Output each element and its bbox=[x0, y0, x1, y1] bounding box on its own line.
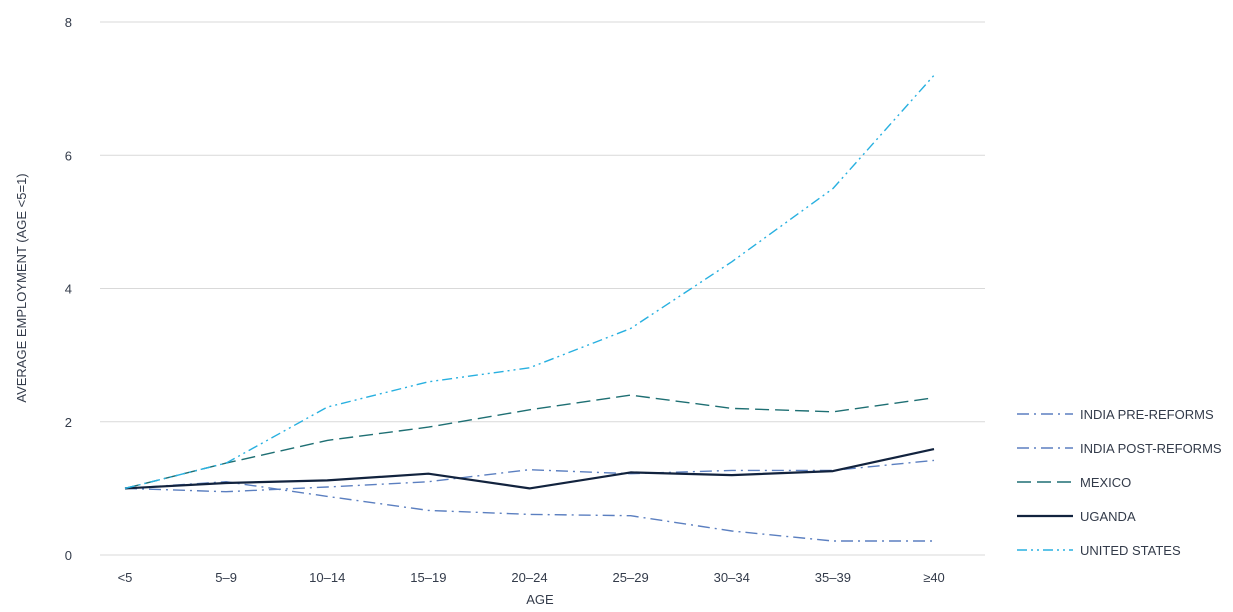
y-axis-ticks: 0 2 4 6 8 bbox=[65, 15, 72, 563]
gridlines bbox=[100, 22, 985, 555]
legend-label: INDIA POST-REFORMS bbox=[1080, 441, 1222, 456]
x-axis-ticks: <5 5–9 10–14 15–19 20–24 25–29 30–34 35–39 ≥40 bbox=[118, 570, 945, 585]
x-tick-label: 5–9 bbox=[215, 570, 237, 585]
legend: INDIA PRE-REFORMS INDIA POST-REFORMS MEXIC… bbox=[1017, 407, 1222, 558]
legend-label: UGANDA bbox=[1080, 509, 1136, 524]
x-tick-label: ≥40 bbox=[923, 570, 945, 585]
series-line-mexico bbox=[125, 395, 934, 488]
series-lines bbox=[125, 75, 934, 541]
x-tick-label: 35–39 bbox=[815, 570, 851, 585]
x-axis-title: AGE bbox=[526, 592, 554, 607]
y-tick-label: 8 bbox=[65, 15, 72, 30]
x-tick-label: 20–24 bbox=[511, 570, 547, 585]
legend-label: UNITED STATES bbox=[1080, 543, 1181, 558]
y-tick-label: 2 bbox=[65, 415, 72, 430]
legend-label: INDIA PRE-REFORMS bbox=[1080, 407, 1214, 422]
y-axis-title: AVERAGE EMPLOYMENT (AGE <5=1) bbox=[14, 173, 29, 402]
series-line-united-states bbox=[125, 75, 934, 488]
x-tick-label: 25–29 bbox=[613, 570, 649, 585]
y-tick-label: 4 bbox=[65, 282, 72, 297]
y-tick-label: 6 bbox=[65, 148, 72, 163]
series-line-uganda bbox=[125, 449, 934, 488]
x-tick-label: 10–14 bbox=[309, 570, 345, 585]
legend-label: MEXICO bbox=[1080, 475, 1131, 490]
x-tick-label: <5 bbox=[118, 570, 133, 585]
series-line-india-post-reforms bbox=[125, 460, 934, 491]
y-tick-label: 0 bbox=[65, 548, 72, 563]
x-tick-label: 15–19 bbox=[410, 570, 446, 585]
x-tick-label: 30–34 bbox=[714, 570, 750, 585]
